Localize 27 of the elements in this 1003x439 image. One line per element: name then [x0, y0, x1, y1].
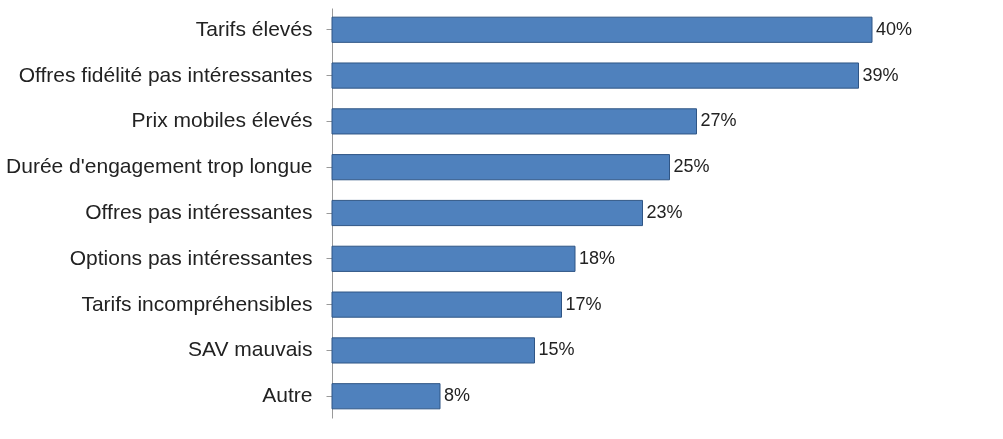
- data-label: 8%: [444, 385, 471, 406]
- data-label: 23%: [646, 202, 683, 222]
- bar: [331, 291, 562, 318]
- y-tick-label: Prix mobiles élevés: [131, 108, 313, 132]
- y-tick-label: Offres pas intéressantes: [85, 200, 313, 223]
- bar: [331, 16, 873, 43]
- data-label: 17%: [565, 293, 602, 314]
- y-tick-label: Tarifs incompréhensibles: [81, 291, 313, 315]
- y-tick-label: Tarifs élevés: [195, 16, 313, 40]
- data-label: 15%: [538, 339, 575, 360]
- data-label: 25%: [673, 156, 710, 177]
- bar: [331, 245, 576, 272]
- y-tick-label: SAV mauvais: [188, 337, 313, 361]
- bar: [331, 337, 535, 364]
- y-tick-label: Autre: [262, 383, 313, 407]
- bar: [331, 62, 859, 89]
- data-label: 27%: [700, 110, 737, 131]
- y-tick-label: Options pas intéressantes: [69, 245, 313, 269]
- bar: [331, 383, 441, 410]
- bar: [331, 154, 670, 181]
- data-label: 39%: [862, 64, 899, 85]
- bar: [331, 108, 697, 135]
- bar: [331, 199, 643, 227]
- data-label: 40%: [876, 18, 913, 39]
- y-tick-label: Durée d'engagement trop longue: [6, 154, 313, 178]
- data-label: 18%: [579, 247, 616, 268]
- y-tick-label: Offres fidélité pas intéressantes: [18, 62, 313, 86]
